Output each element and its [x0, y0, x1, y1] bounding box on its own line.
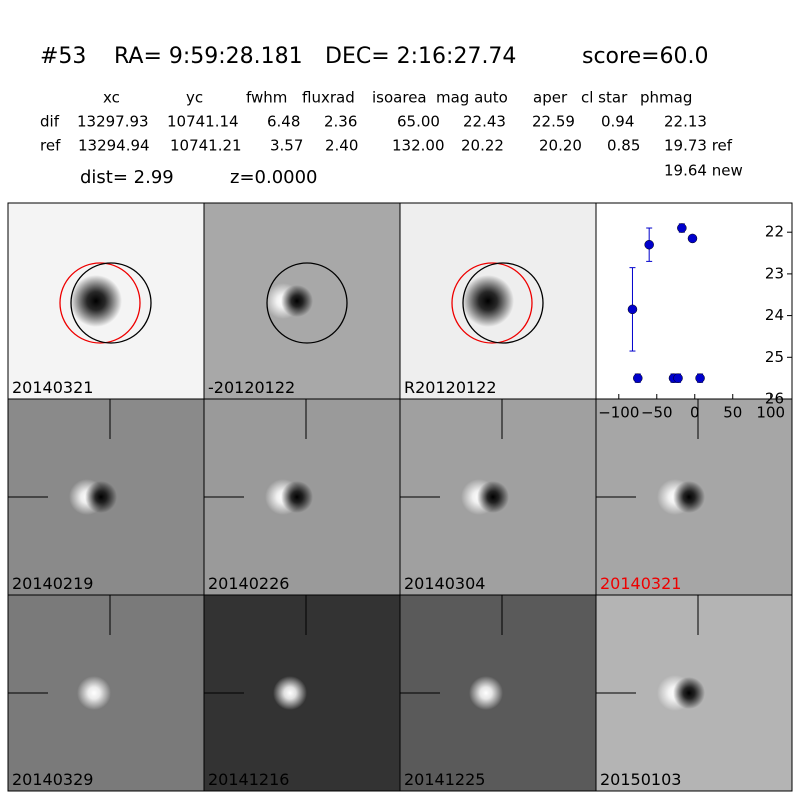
- panel-label: 20140329: [12, 770, 93, 789]
- x-tick-label: −100: [598, 404, 639, 422]
- cell: 6.48: [267, 113, 300, 131]
- ra: RA= 9:59:28.181: [114, 44, 303, 69]
- col-header: yc: [186, 89, 203, 107]
- panel-label: 20140304: [404, 574, 485, 593]
- panel-label: 20141216: [208, 770, 289, 789]
- cell: 19.73 ref: [664, 137, 733, 155]
- x-tick-label: 100: [756, 404, 785, 422]
- aperture: [59, 262, 141, 344]
- cell: 65.00: [397, 113, 440, 131]
- point: [673, 373, 683, 383]
- aperture: [70, 262, 152, 344]
- point: [695, 373, 705, 383]
- source-pos: [273, 676, 307, 710]
- col-header: isoarea: [372, 89, 427, 107]
- x-tick-label: 0: [690, 404, 700, 422]
- cell: 10741.21: [170, 137, 242, 155]
- z: z=0.0000: [230, 167, 318, 188]
- x-tick-label: −50: [641, 404, 673, 422]
- source-neg: [673, 677, 705, 709]
- point: [627, 304, 638, 315]
- cell: 10741.14: [167, 113, 239, 131]
- col-header: fluxrad: [302, 89, 355, 107]
- source-neg: [477, 481, 509, 513]
- col-header: aper: [533, 89, 568, 107]
- y-tick-label: 25: [765, 348, 784, 366]
- panel-label: 20140321: [600, 574, 681, 593]
- dec: DEC= 2:16:27.74: [325, 44, 516, 69]
- col-header: cl star: [581, 89, 628, 107]
- y-tick-label: 24: [765, 306, 784, 324]
- extra: 19.64 new: [664, 162, 743, 180]
- cell: 2.40: [325, 137, 358, 155]
- aperture: [451, 262, 533, 344]
- source-neg: [281, 285, 313, 317]
- source-neg: [85, 481, 117, 513]
- cell: 13294.94: [78, 137, 150, 155]
- cell: 22.59: [532, 113, 575, 131]
- y-tick-label: 26: [765, 390, 784, 408]
- cell: ref: [40, 137, 61, 155]
- cell: 132.00: [392, 137, 445, 155]
- y-tick-label: 23: [765, 264, 784, 282]
- cell: 2.36: [324, 113, 357, 131]
- cell: 22.13: [664, 113, 707, 131]
- plot-area: [595, 202, 793, 400]
- col-header: phmag: [640, 89, 692, 107]
- cell: 20.20: [539, 137, 582, 155]
- cell: 13297.93: [77, 113, 149, 131]
- aperture: [462, 262, 544, 344]
- col-header: mag auto: [436, 89, 508, 107]
- cell: 22.43: [463, 113, 506, 131]
- source-blob: [70, 275, 122, 327]
- y-tick-label: 22: [765, 223, 784, 241]
- point: [644, 239, 654, 250]
- dist: dist= 2.99: [80, 167, 174, 188]
- panel-label: 20150103: [600, 770, 681, 789]
- panel-label: 20140226: [208, 574, 289, 593]
- cand-id: #53: [40, 44, 86, 69]
- col-header: xc: [103, 89, 120, 107]
- panel-label: R20120122: [404, 378, 497, 397]
- cell: 0.85: [607, 137, 640, 155]
- point: [677, 223, 687, 233]
- panel-label: 20141225: [404, 770, 485, 789]
- panel-label: 20140321: [12, 378, 93, 397]
- cell: 3.57: [270, 137, 303, 155]
- source-pos: [469, 676, 503, 710]
- col-header: fwhm: [246, 89, 287, 107]
- cell: dif: [40, 113, 60, 131]
- panel-label: -20120122: [208, 378, 295, 397]
- point: [633, 373, 643, 383]
- source-blob: [462, 275, 514, 327]
- aperture: [266, 262, 348, 344]
- source-neg: [673, 481, 705, 513]
- score: score=60.0: [582, 44, 709, 69]
- x-tick-label: 50: [723, 404, 742, 422]
- source-neg: [281, 481, 313, 513]
- point: [687, 233, 698, 244]
- cell: 0.94: [601, 113, 634, 131]
- panel-label: 20140219: [12, 574, 93, 593]
- cell: 20.22: [461, 137, 504, 155]
- source-pos: [77, 676, 111, 710]
